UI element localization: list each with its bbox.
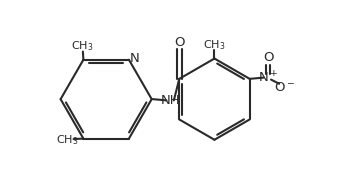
- Text: CH$_3$: CH$_3$: [203, 38, 226, 52]
- Text: O$^-$: O$^-$: [274, 81, 295, 94]
- Text: O: O: [174, 36, 185, 49]
- Text: O: O: [263, 51, 273, 64]
- Text: NH: NH: [160, 94, 180, 107]
- Text: CH$_3$: CH$_3$: [71, 39, 93, 53]
- Text: N$^+$: N$^+$: [258, 70, 278, 85]
- Text: CH$_3$: CH$_3$: [56, 133, 78, 147]
- Text: N: N: [130, 52, 139, 65]
